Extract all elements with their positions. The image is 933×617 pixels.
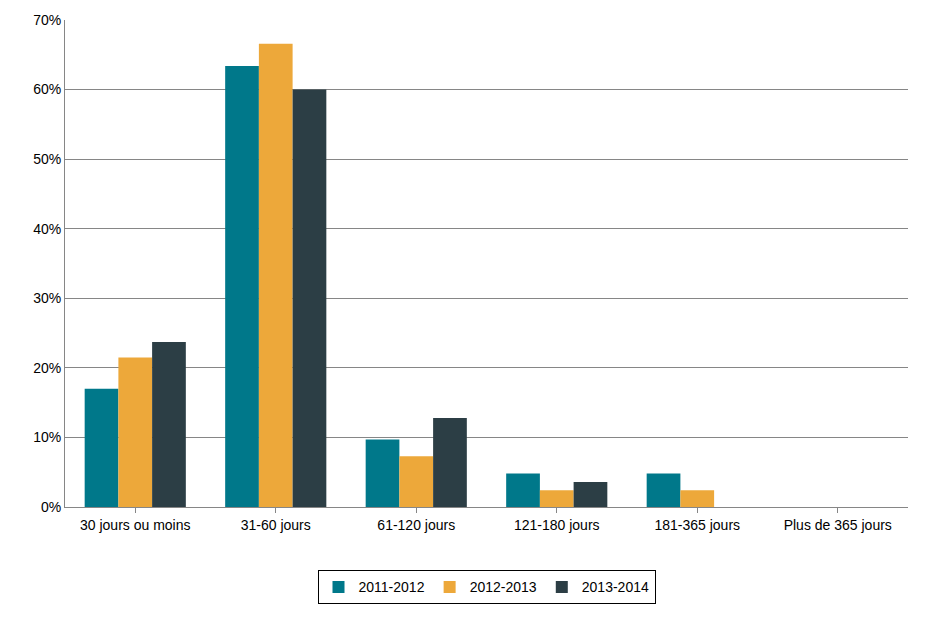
svg-text:121-180 jours: 121-180 jours xyxy=(514,517,600,533)
svg-text:2013-2014: 2013-2014 xyxy=(582,579,649,595)
svg-text:2012-2013: 2012-2013 xyxy=(470,579,537,595)
svg-text:181-365 jours: 181-365 jours xyxy=(654,517,740,533)
svg-text:10%: 10% xyxy=(33,429,61,445)
svg-text:60%: 60% xyxy=(33,81,61,97)
svg-text:61-120 jours: 61-120 jours xyxy=(377,517,455,533)
svg-text:0%: 0% xyxy=(41,499,61,515)
svg-text:Plus de 365 jours: Plus de 365 jours xyxy=(784,517,892,533)
svg-text:70%: 70% xyxy=(33,12,61,28)
svg-text:2011-2012: 2011-2012 xyxy=(359,579,425,595)
svg-text:31-60 jours: 31-60 jours xyxy=(241,517,311,533)
svg-text:40%: 40% xyxy=(33,221,61,237)
svg-text:30 jours ou moins: 30 jours ou moins xyxy=(80,517,191,533)
svg-text:50%: 50% xyxy=(33,151,61,167)
svg-text:20%: 20% xyxy=(33,360,61,376)
svg-text:30%: 30% xyxy=(33,290,61,306)
